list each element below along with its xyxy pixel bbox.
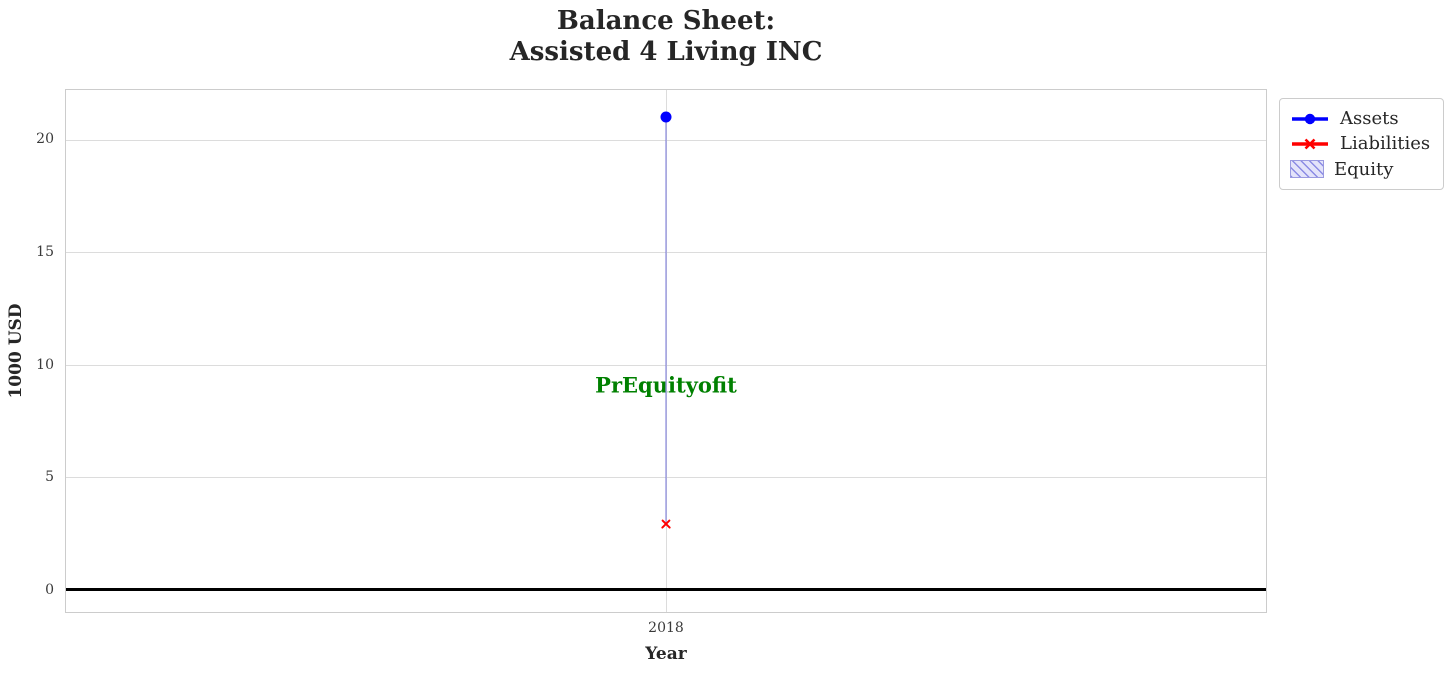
legend-item-equity: Equity [1290,157,1433,182]
liabilities-line-x-icon [1292,138,1328,150]
legend-label-liabilities: Liabilities [1340,133,1431,155]
y-tick-label-0: 0 [45,582,54,599]
zero-line [66,588,1266,591]
y-tick-label-5: 5 [45,469,54,486]
y-tick-label-20: 20 [36,130,54,147]
equity-fill-sliver [664,117,668,525]
legend-item-assets: Assets [1290,106,1433,131]
legend-item-liabilities: Liabilities [1290,131,1433,156]
y-tick-label-10: 10 [36,356,54,373]
legend: Assets Liabilities Equity [1279,98,1444,190]
legend-label-assets: Assets [1340,108,1399,130]
assets-line-circle-icon [1292,113,1328,124]
y-tick-label-15: 15 [36,243,54,260]
x-tick-label: 2018 [648,620,684,636]
chart-title-line1: Balance Sheet: [556,6,776,36]
y-axis-label: 1000 USD [6,303,26,399]
legend-label-equity: Equity [1334,158,1394,180]
assets-point-marker [660,111,672,123]
chart-title: Balance Sheet: Assisted 4 Living INC [65,6,1267,68]
x-axis-label: Year [645,644,687,664]
liabilities-point-marker [660,518,672,530]
equity-hatch-swatch-icon [1290,160,1324,179]
plot-area: PrEquityofit [65,89,1267,613]
chart-title-line2: Assisted 4 Living INC [509,37,823,67]
